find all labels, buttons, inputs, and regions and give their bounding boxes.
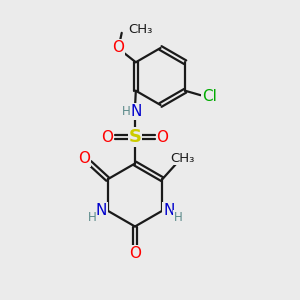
Text: Cl: Cl [202, 89, 217, 104]
Text: H: H [173, 211, 182, 224]
Text: CH₃: CH₃ [170, 152, 195, 165]
Text: N: N [163, 203, 175, 218]
Text: H: H [122, 105, 131, 118]
Text: CH₃: CH₃ [128, 23, 153, 36]
Text: O: O [157, 130, 169, 145]
Text: O: O [101, 130, 113, 145]
Text: O: O [129, 246, 141, 261]
Text: O: O [79, 151, 91, 166]
Text: N: N [131, 104, 142, 119]
Text: S: S [128, 128, 142, 146]
Text: N: N [95, 203, 107, 218]
Text: O: O [112, 40, 124, 55]
Text: H: H [88, 211, 97, 224]
